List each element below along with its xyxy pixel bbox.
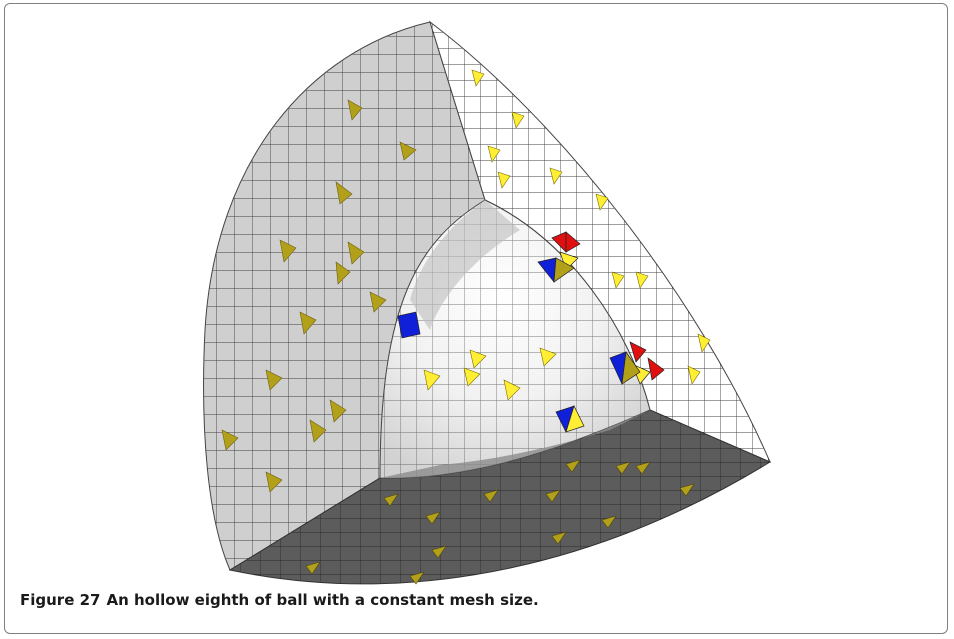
marker-triangle [635,271,649,289]
marker-triangle [309,419,327,443]
figure-caption: Figure 27 An hollow eighth of ball with a… [20,591,539,609]
caption-text: An hollow eighth of ball with a constant… [106,591,539,609]
marker-triangle [601,515,617,529]
marker-triangle [299,311,317,335]
inner-surface [379,199,651,479]
marker-triangle [265,369,283,391]
figure-frame [4,3,948,634]
yellow-element [565,405,585,433]
red-element [647,357,665,381]
marker-triangle [483,489,499,503]
marker-triangle [409,571,425,585]
marker-triangle [369,291,387,313]
red-element [565,231,581,253]
marker-triangle [347,99,363,121]
right-markers [471,69,711,385]
marker-triangle [615,461,631,475]
marker-triangle [423,369,441,391]
marker-triangle [635,461,651,475]
marker-triangle [471,69,485,87]
highlight-elements [397,231,665,433]
dark-markers [305,459,695,585]
red-element [629,341,647,363]
marker-triangle [221,429,239,451]
marker-triangle [265,471,283,493]
marker-triangle [425,511,441,525]
olive-element [621,351,641,385]
marker-triangle [687,365,701,385]
outer-face [203,21,486,571]
blue-element [397,311,421,339]
marker-triangle [497,171,511,189]
marker-triangle [511,111,525,129]
marker-triangle [551,531,567,545]
marker-triangle [503,379,521,401]
marker-triangle [463,367,481,387]
marker-triangle [595,193,609,211]
mesh-figure [203,20,772,585]
marker-triangle [335,261,351,285]
olive-element [553,257,575,283]
marker-triangle [431,545,447,559]
marker-triangle [335,181,353,205]
marker-triangle [469,349,487,369]
marker-triangle [279,239,297,263]
marker-triangle [679,483,695,497]
outer-markers [221,99,417,493]
figure-label: Figure 27 [20,591,101,609]
marker-triangle [383,493,399,507]
marker-triangle [545,489,561,503]
marker-triangle [487,145,501,163]
marker-triangle [305,561,321,575]
marker-triangle [565,459,581,473]
inner-markers [423,347,557,401]
marker-triangle [399,141,417,161]
marker-triangle [549,167,563,185]
marker-triangle [611,271,625,289]
marker-triangle [329,399,347,423]
marker-triangle [347,241,365,265]
marker-triangle [539,347,557,367]
marker-triangle [697,333,711,353]
